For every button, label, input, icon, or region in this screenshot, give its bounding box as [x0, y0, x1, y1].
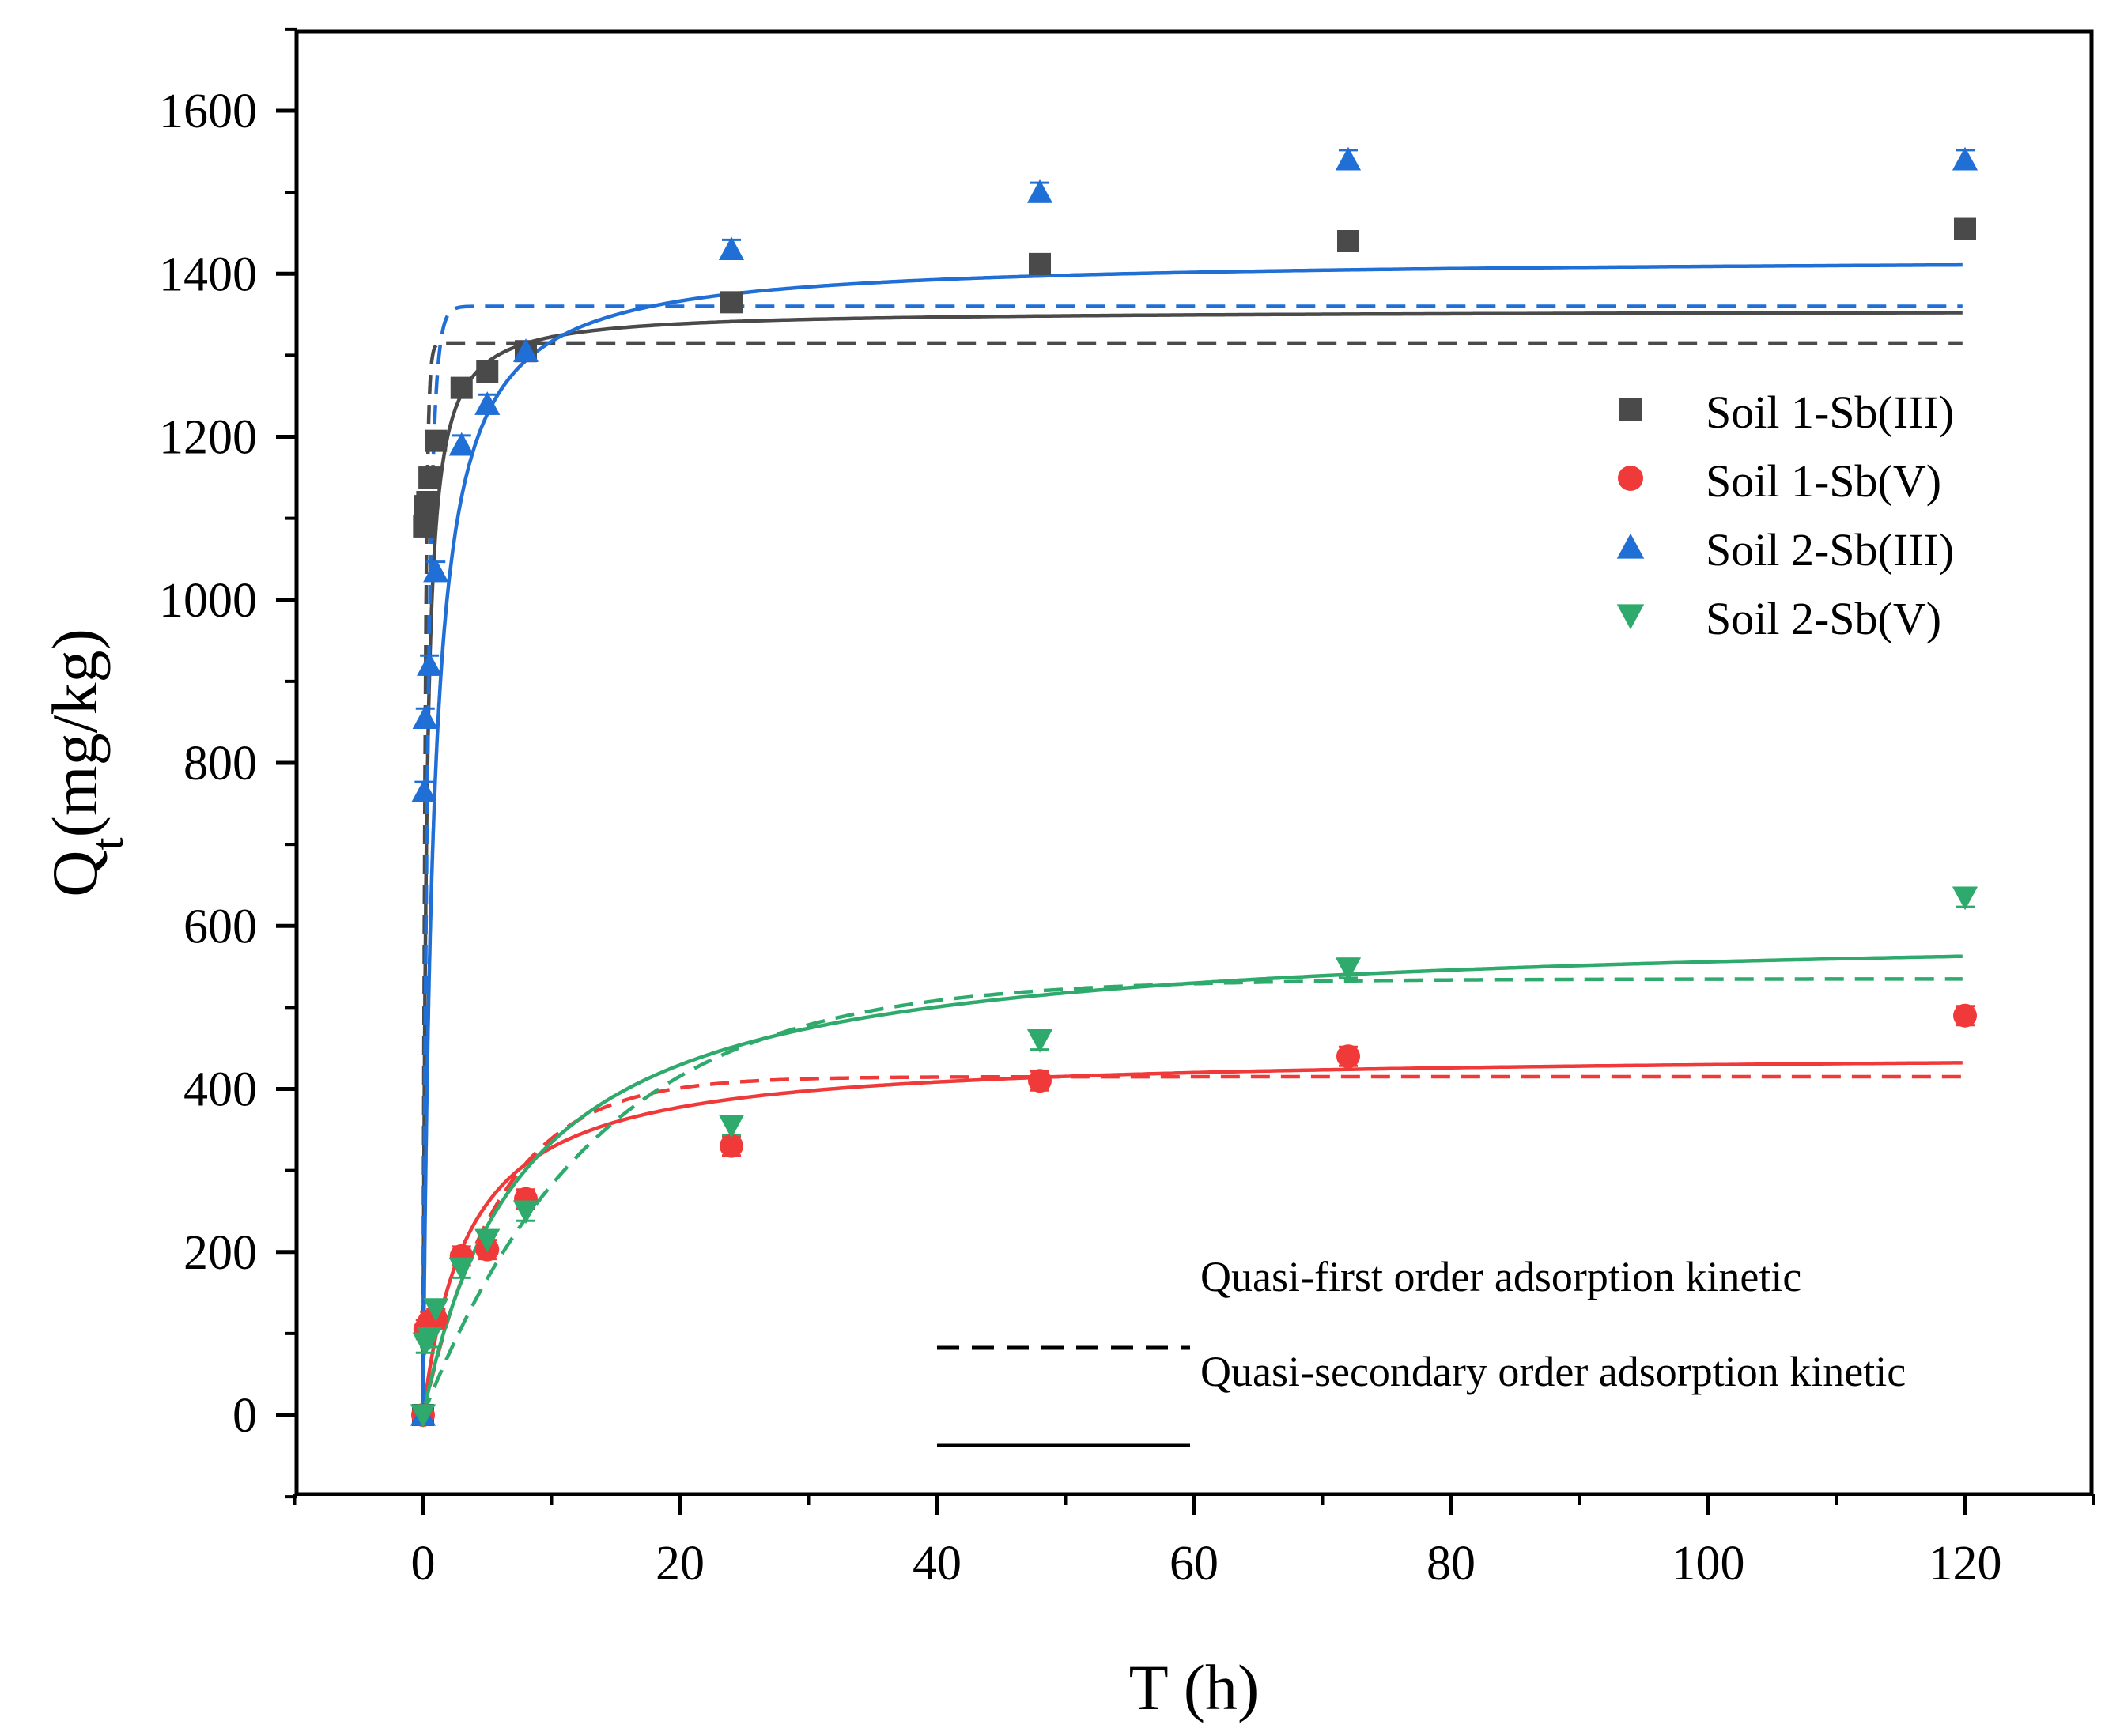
plot-frame [294, 29, 2094, 1496]
pso-fit-curve-soil-2-sb-iii [421, 262, 1963, 1416]
data-point-soil-2-sb-v [1026, 1028, 1053, 1053]
fit-legend-label-pso: Quasi-secondary order adsorption kinetic [1200, 1348, 1906, 1395]
legend-label-soil-1-sb-iii: Soil 1-Sb(III) [1706, 387, 1954, 438]
data-point-soil-2-sb-v [474, 1228, 501, 1253]
legend-marker-soil-2-sb-iii [1616, 533, 1645, 559]
legend-marker-soil-1-sb-iii [1619, 398, 1642, 421]
data-markers-layer [410, 146, 1978, 1428]
data-point-soil-2-sb-iii [1952, 146, 1978, 171]
y-tick-label: 1400 [159, 247, 257, 301]
data-point-soil-1-sb-v [1953, 1003, 1977, 1028]
y-tick-label: 0 [232, 1389, 257, 1443]
data-point-soil-1-sb-iii [476, 360, 499, 383]
data-point-soil-1-sb-iii [1954, 217, 1976, 240]
data-point-soil-1-sb-iii [1337, 230, 1359, 252]
x-tick-label: 20 [656, 1537, 705, 1591]
x-tick-label: 80 [1427, 1537, 1476, 1591]
y-tick-label: 1600 [159, 85, 257, 138]
data-point-soil-2-sb-v [423, 1298, 449, 1323]
x-tick-label: 60 [1170, 1537, 1219, 1591]
data-point-soil-1-sb-iii [1029, 252, 1051, 275]
fit-legend: Quasi-first order adsorption kinetic Qua… [937, 1253, 1906, 1447]
pfo-fit-curve-soil-1-sb-iii [421, 341, 1963, 1416]
y-tick-label: 800 [183, 737, 257, 791]
y-tick-label: 200 [183, 1226, 257, 1280]
data-point-soil-2-sb-iii [1335, 146, 1362, 171]
axes-ticks-layer: 0 20 40 60 80 100 1200200400600800100012001400… [159, 27, 2095, 1591]
legend-label-soil-1-sb-v: Soil 1-Sb(V) [1706, 455, 1941, 507]
data-point-soil-2-sb-v [448, 1257, 474, 1281]
legend-marker-soil-2-sb-v [1616, 604, 1645, 630]
data-point-soil-2-sb-v [1952, 886, 1978, 911]
legend-marker-soil-1-sb-v [1618, 466, 1643, 491]
x-tick-label: 100 [1672, 1537, 1745, 1591]
y-tick-label: 1000 [159, 574, 257, 628]
legend-label-soil-2-sb-v: Soil 2-Sb(V) [1706, 593, 1941, 644]
data-point-soil-2-sb-iii [512, 338, 539, 362]
y-tick-label: 400 [183, 1063, 257, 1117]
error-bars-layer [414, 149, 1975, 1354]
y-axis-title-main: Q [39, 851, 111, 897]
data-point-soil-2-sb-v [1335, 957, 1362, 981]
data-point-soil-2-sb-v [512, 1200, 539, 1225]
data-point-soil-2-sb-v [417, 1327, 443, 1351]
legend-label-soil-2-sb-iii: Soil 2-Sb(III) [1706, 524, 1954, 576]
data-point-soil-2-sb-iii [412, 705, 438, 729]
data-point-soil-1-sb-iii [413, 515, 436, 538]
data-point-soil-1-sb-iii [416, 491, 439, 513]
y-axis-title-subscript: t [81, 837, 133, 850]
y-tick-label: 1200 [159, 411, 257, 465]
data-point-soil-1-sb-iii [720, 291, 743, 314]
data-point-soil-2-sb-iii [474, 391, 501, 415]
data-point-soil-1-sb-iii [418, 466, 441, 489]
y-axis-title-unit: (mg/kg) [39, 628, 111, 837]
data-point-soil-2-sb-iii [448, 432, 474, 456]
data-point-soil-2-sb-iii [423, 558, 449, 583]
data-point-soil-2-sb-iii [1026, 179, 1053, 203]
data-point-soil-2-sb-iii [718, 236, 745, 260]
data-point-soil-2-sb-v [410, 1404, 436, 1428]
x-tick-label: 120 [1929, 1537, 2002, 1591]
data-point-soil-1-sb-iii [425, 429, 448, 452]
data-point-soil-1-sb-v [720, 1134, 743, 1158]
data-point-soil-1-sb-v [1336, 1044, 1360, 1069]
data-point-soil-2-sb-v [718, 1115, 745, 1139]
pfo-fit-curve-soil-2-sb-iii [421, 304, 1963, 1416]
y-tick-label: 600 [183, 900, 257, 953]
pso-fit-curve-soil-2-sb-v [421, 954, 1963, 1416]
pfo-fit-curve-soil-2-sb-v [421, 977, 1963, 1417]
y-axis-title: Qt(mg/kg) [39, 628, 133, 897]
x-axis-title: T (h) [1129, 1651, 1260, 1723]
series-legend: Soil 1-Sb(III) Soil 1-Sb(V) Soil 2-Sb(III)… [1616, 387, 1954, 644]
data-point-soil-1-sb-v [1028, 1069, 1052, 1093]
x-tick-label: 0 [411, 1537, 436, 1591]
data-point-soil-2-sb-iii [417, 652, 443, 676]
data-point-soil-2-sb-iii [411, 778, 437, 802]
x-tick-label: 40 [913, 1537, 962, 1591]
fit-legend-label-pfo: Quasi-first order adsorption kinetic [1200, 1253, 1801, 1300]
data-point-soil-1-sb-iii [450, 376, 473, 399]
